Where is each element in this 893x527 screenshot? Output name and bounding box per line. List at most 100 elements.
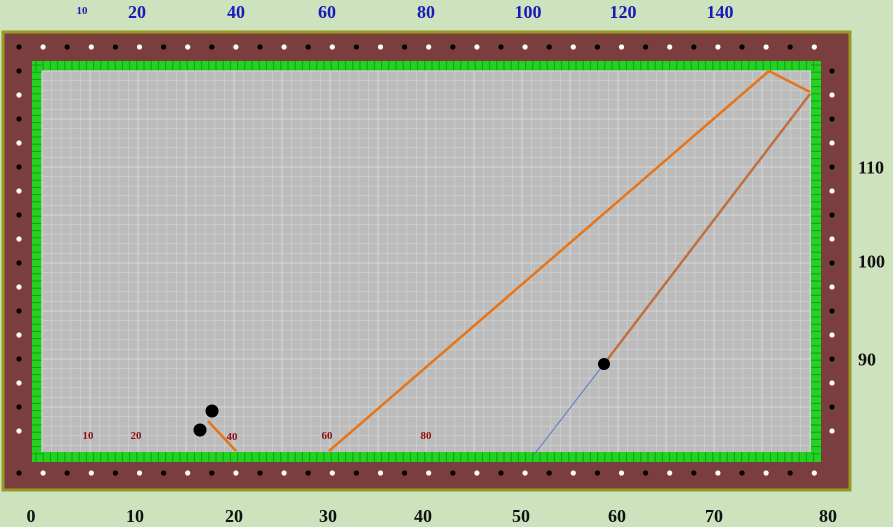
rail-diamond xyxy=(16,140,22,146)
rail-diamond xyxy=(233,44,239,50)
bottom-scale-label: 20 xyxy=(225,506,243,526)
rail-diamond xyxy=(715,470,721,476)
top-scale-label: 140 xyxy=(706,2,734,22)
cushion-ticks xyxy=(32,61,821,462)
top-scale-label: 80 xyxy=(417,2,435,22)
rail-diamond xyxy=(16,212,22,218)
rail-diamond xyxy=(40,44,46,50)
bottom-scale-label: 80 xyxy=(819,506,837,526)
rail-diamond xyxy=(16,308,22,314)
top-scale-label: 10 xyxy=(76,5,88,17)
rail-diamond xyxy=(829,260,835,266)
rail-diamond xyxy=(829,404,835,410)
rail-diamond xyxy=(498,470,504,476)
rail-diamond xyxy=(829,428,835,434)
rail-diamond xyxy=(16,92,22,98)
rail-diamond xyxy=(233,470,239,476)
rail-diamond xyxy=(16,44,22,50)
rail-diamond xyxy=(16,332,22,338)
rail-diamond xyxy=(16,470,22,476)
rail-diamond xyxy=(643,470,649,476)
rail-diamond xyxy=(305,44,311,50)
rail-diamond xyxy=(426,470,432,476)
bottom-scale-label: 10 xyxy=(126,506,144,526)
rail-diamond xyxy=(829,284,835,290)
bottom-scale-label: 40 xyxy=(414,506,432,526)
rail-diamond xyxy=(40,470,46,476)
rail-diamond xyxy=(112,470,118,476)
rail-diamond xyxy=(281,470,287,476)
cue-ball[interactable] xyxy=(598,358,610,370)
top-scale-label: 20 xyxy=(128,2,146,22)
inner-scale-label: 20 xyxy=(130,430,142,442)
top-scale-label: 120 xyxy=(609,2,637,22)
bottom-scale-label: 60 xyxy=(608,506,626,526)
rail-diamond xyxy=(136,470,143,476)
rail-diamond xyxy=(691,44,697,50)
rail-diamond xyxy=(450,44,456,50)
rail-diamond xyxy=(829,116,835,122)
top-scale-label: 100 xyxy=(514,2,542,22)
shot-path-rail-bounce xyxy=(768,69,811,94)
rail-diamond xyxy=(16,428,22,434)
ball-1[interactable] xyxy=(205,404,219,418)
rail-diamond xyxy=(829,236,835,242)
rail-diamond xyxy=(739,44,745,50)
rail-diamond xyxy=(570,44,576,50)
rail-diamond xyxy=(16,164,22,170)
rail-diamond xyxy=(185,44,191,50)
rail-diamond xyxy=(16,404,22,410)
rail-diamond xyxy=(64,470,70,476)
rail-diamond xyxy=(829,188,835,194)
rail-diamond xyxy=(474,44,480,50)
rail-diamond xyxy=(522,470,528,476)
rail-diamond xyxy=(498,44,504,50)
rail-diamond xyxy=(353,470,359,476)
rail-diamond xyxy=(594,470,601,476)
rail-diamond xyxy=(829,140,835,146)
right-scale-label: 110 xyxy=(858,157,885,178)
ball-2[interactable] xyxy=(193,423,207,437)
right-scale-label: 100 xyxy=(858,251,885,272)
rail-diamond xyxy=(112,44,118,50)
rail-diamond xyxy=(811,470,817,476)
rail-diamond xyxy=(643,44,649,50)
rail-diamond xyxy=(426,44,432,50)
rail-diamond xyxy=(16,284,22,290)
rail-diamond xyxy=(377,44,384,50)
rail-diamond xyxy=(787,44,793,50)
rail-diamond xyxy=(691,470,697,476)
top-scale-label: 40 xyxy=(227,2,245,22)
rail-diamond xyxy=(546,44,552,50)
rail-diamond xyxy=(16,116,22,122)
rail-diamond xyxy=(16,380,22,386)
rail-diamond xyxy=(16,188,22,194)
rail-diamond xyxy=(402,470,408,476)
rail-diamond xyxy=(281,44,287,50)
rail-diamond xyxy=(377,470,384,476)
rail-diamond xyxy=(185,470,191,476)
rail-diamond xyxy=(829,308,835,314)
rail-diamond xyxy=(739,470,745,476)
top-scale-label: 60 xyxy=(318,2,336,22)
rail-diamond xyxy=(763,470,769,476)
rail-diamond xyxy=(594,44,601,50)
rail-diamond xyxy=(811,44,817,50)
rail-diamond xyxy=(402,44,408,50)
rail-diamond xyxy=(16,356,22,362)
shot-path-long xyxy=(328,70,770,452)
rail-diamond xyxy=(829,92,835,98)
rail-diamond xyxy=(829,380,835,386)
rail-diamond xyxy=(829,164,835,170)
rail-diamond xyxy=(546,470,552,476)
rail-diamond xyxy=(570,470,576,476)
inner-scale-label: 40 xyxy=(226,431,238,443)
rail-diamond xyxy=(88,470,94,476)
rail-diamond xyxy=(763,44,769,50)
rail-diamond xyxy=(209,44,215,50)
bottom-scale-label: 30 xyxy=(319,506,337,526)
rail-diamond xyxy=(136,44,143,50)
rail-diamond xyxy=(522,44,528,50)
rail-diamond xyxy=(64,44,70,50)
right-scale-label: 90 xyxy=(858,349,876,370)
